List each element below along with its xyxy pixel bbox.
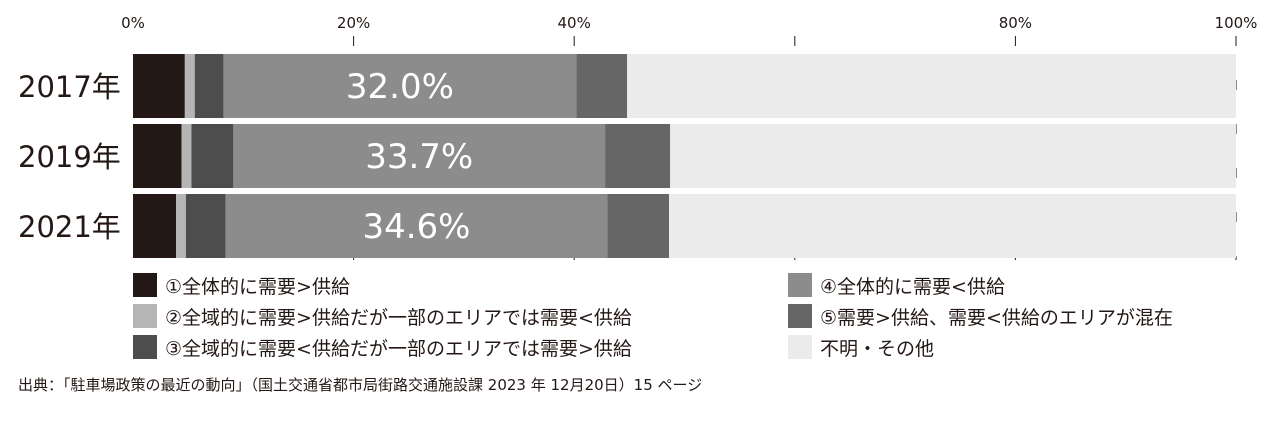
legend-item: ①全体的に需要>供給 — [133, 272, 350, 298]
bar-segment — [133, 54, 185, 118]
data-label: 34.6% — [362, 207, 470, 247]
bar-segment — [225, 194, 608, 258]
bar-segment — [576, 54, 628, 118]
legend-label: ③全域的に需要<供給だが一部のエリアでは需要>供給 — [165, 337, 632, 360]
data-label: 32.0% — [346, 67, 454, 107]
bar-segment — [194, 54, 224, 118]
x-tick-label: 80% — [999, 14, 1032, 32]
x-tick-label: 40% — [558, 14, 591, 32]
legend-swatch — [788, 304, 812, 328]
bar-segment — [669, 194, 1236, 258]
legend-label: ⑤需要>供給、需要<供給のエリアが混在 — [820, 306, 1173, 329]
legend-swatch — [133, 273, 157, 297]
bar-segment — [185, 194, 226, 258]
legend-item: 不明・その他 — [788, 334, 934, 360]
legend-item: ③全域的に需要<供給だが一部のエリアでは需要>供給 — [133, 334, 632, 360]
legend-label: 不明・その他 — [820, 337, 935, 360]
bar-segment — [223, 54, 577, 118]
bar-segment — [627, 54, 1236, 118]
bar-segment — [181, 124, 192, 188]
legend-label: ①全体的に需要>供給 — [165, 275, 350, 298]
bar-segment — [233, 124, 606, 188]
legend-item: ②全域的に需要>供給だが一部のエリアでは需要<供給 — [133, 303, 632, 329]
category-label: 2021年 — [18, 210, 121, 244]
bar-segment — [607, 194, 670, 258]
x-tick-label: 100% — [1215, 14, 1258, 32]
legend-swatch — [788, 273, 812, 297]
bar-segment — [605, 124, 671, 188]
legend-swatch — [788, 335, 812, 359]
x-tick-label: 20% — [337, 14, 370, 32]
category-label: 2017年 — [18, 70, 121, 104]
legend-label: ④全体的に需要<供給 — [820, 275, 1005, 298]
bar-segment — [133, 194, 177, 258]
legend-label: ②全域的に需要>供給だが一部のエリアでは需要<供給 — [165, 306, 632, 329]
source-note: 出典：「駐車場政策の最近の動向」（国土交通省都市局街路交通施設課 2023 年 … — [18, 376, 703, 394]
x-tick-label: 0% — [121, 14, 145, 32]
legend-item: ④全体的に需要<供給 — [788, 272, 1005, 298]
legend-swatch — [133, 335, 157, 359]
bar-segment — [133, 124, 182, 188]
bar-segment — [176, 194, 186, 258]
data-label: 33.7% — [365, 137, 473, 177]
legend-swatch — [133, 304, 157, 328]
bar-segment — [184, 54, 195, 118]
bar-segment — [191, 124, 234, 188]
bar-segment — [670, 124, 1236, 188]
category-label: 2019年 — [18, 140, 121, 174]
legend-item: ⑤需要>供給、需要<供給のエリアが混在 — [788, 303, 1173, 329]
